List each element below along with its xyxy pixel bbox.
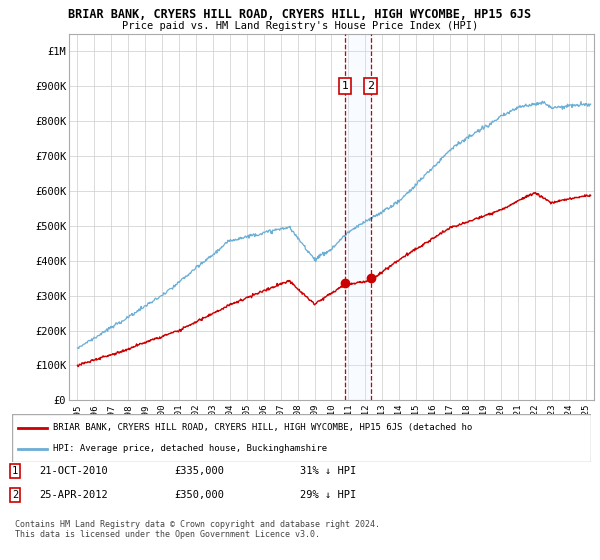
Text: 2: 2 xyxy=(367,81,374,91)
FancyBboxPatch shape xyxy=(12,414,591,462)
Text: 1: 1 xyxy=(12,466,18,476)
Text: BRIAR BANK, CRYERS HILL ROAD, CRYERS HILL, HIGH WYCOMBE, HP15 6JS: BRIAR BANK, CRYERS HILL ROAD, CRYERS HIL… xyxy=(68,8,532,21)
Text: BRIAR BANK, CRYERS HILL ROAD, CRYERS HILL, HIGH WYCOMBE, HP15 6JS (detached ho: BRIAR BANK, CRYERS HILL ROAD, CRYERS HIL… xyxy=(53,423,472,432)
Bar xyxy=(345,34,371,400)
Text: 31% ↓ HPI: 31% ↓ HPI xyxy=(300,466,356,476)
Text: 1: 1 xyxy=(342,81,349,91)
Text: £350,000: £350,000 xyxy=(174,490,224,500)
Text: £335,000: £335,000 xyxy=(174,466,224,476)
Text: HPI: Average price, detached house, Buckinghamshire: HPI: Average price, detached house, Buck… xyxy=(53,444,326,453)
Text: Price paid vs. HM Land Registry's House Price Index (HPI): Price paid vs. HM Land Registry's House … xyxy=(122,21,478,31)
Text: 29% ↓ HPI: 29% ↓ HPI xyxy=(300,490,356,500)
Text: 21-OCT-2010: 21-OCT-2010 xyxy=(39,466,108,476)
Text: 25-APR-2012: 25-APR-2012 xyxy=(39,490,108,500)
Text: Contains HM Land Registry data © Crown copyright and database right 2024.
This d: Contains HM Land Registry data © Crown c… xyxy=(15,520,380,539)
Text: 2: 2 xyxy=(12,490,18,500)
